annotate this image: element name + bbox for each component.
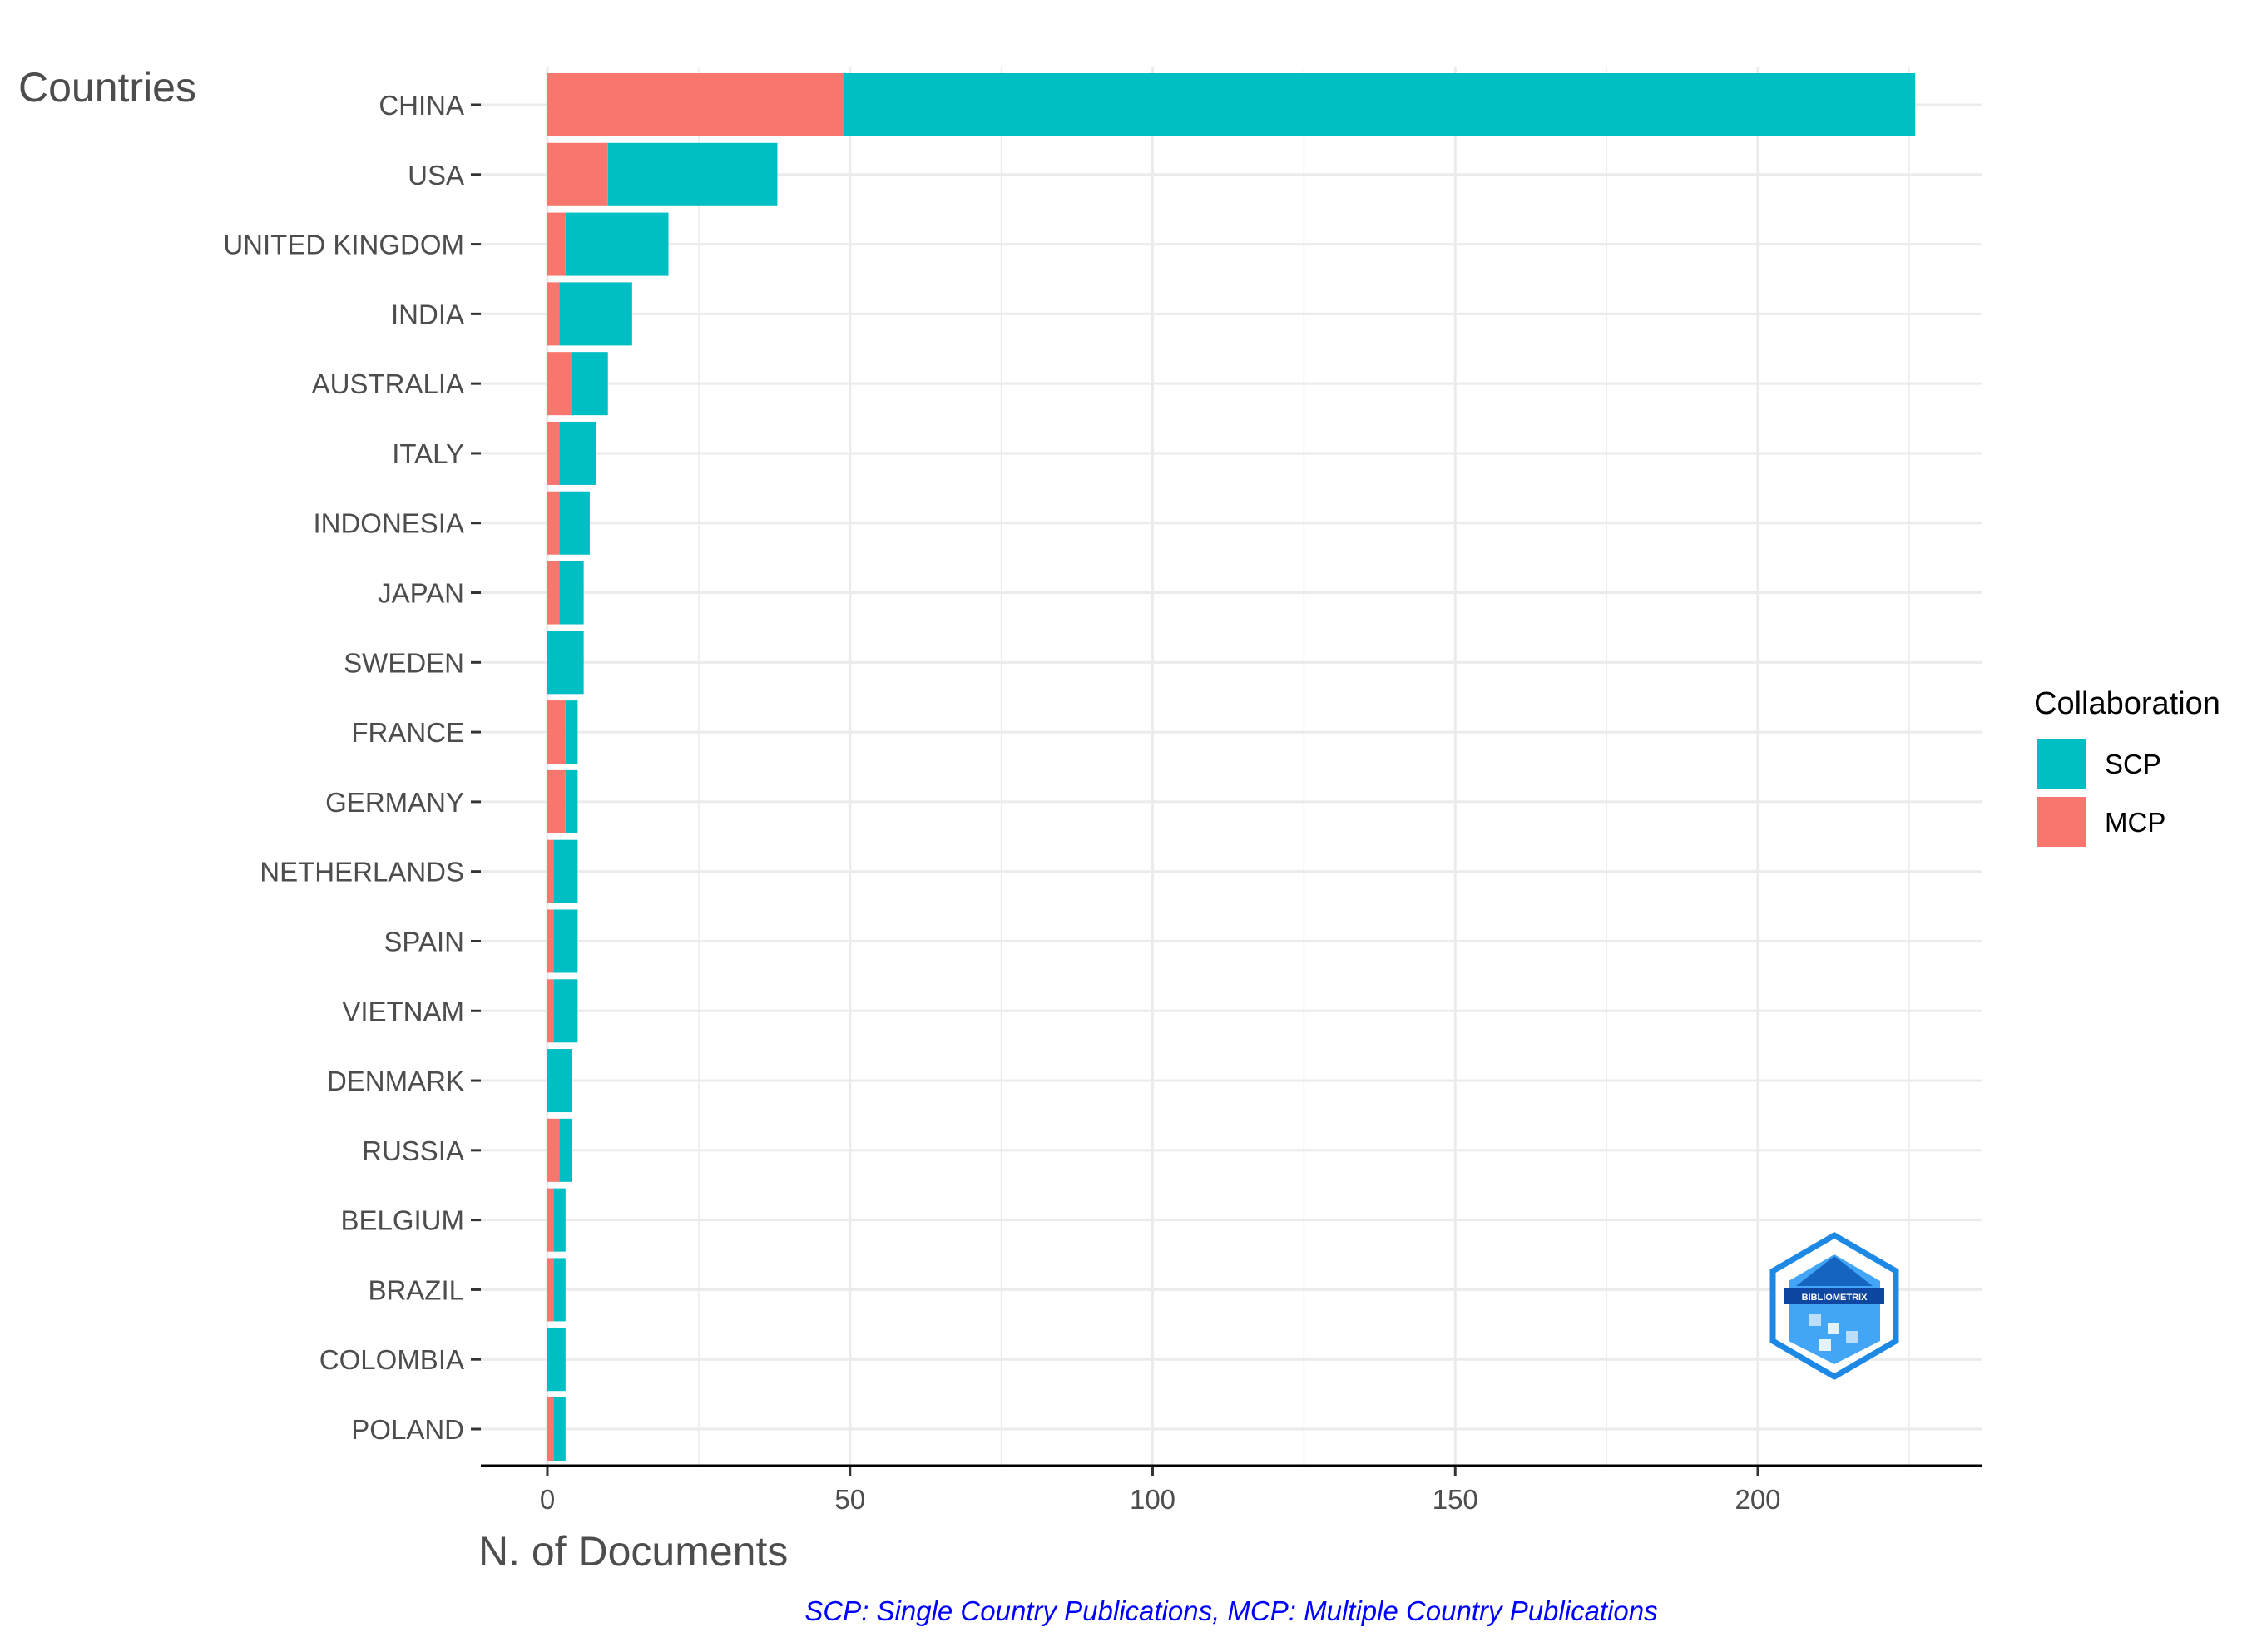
x-tick-label: 200	[1735, 1484, 1780, 1515]
bar-scp-usa	[607, 142, 778, 206]
legend-title: Collaboration	[2034, 686, 2220, 721]
y-tick-label: VIETNAM	[342, 996, 464, 1026]
bar-mcp-netherlands	[547, 839, 554, 903]
bars	[547, 73, 1916, 1461]
x-axis-ticks: 0 50 100 150 200	[540, 1466, 1781, 1515]
y-tick-label: GERMANY	[325, 787, 464, 818]
x-tick-label: 100	[1130, 1484, 1175, 1515]
y-tick-label: SPAIN	[384, 926, 464, 957]
bar-scp-united-kingdom	[565, 212, 669, 276]
y-axis-title: Countries	[18, 64, 196, 111]
y-tick-label: UNITED KINGDOM	[223, 230, 464, 260]
legend-key-mcp	[2037, 797, 2086, 847]
bar-mcp-spain	[547, 909, 554, 973]
bar-mcp-italy	[547, 421, 560, 485]
bar-scp-denmark	[547, 1049, 572, 1113]
bar-scp-brazil	[553, 1258, 566, 1322]
x-axis-title: N. of Documents	[478, 1528, 788, 1575]
y-tick-label: DENMARK	[327, 1066, 464, 1096]
logo-text: BIBLIOMETRIX	[1802, 1293, 1868, 1303]
bar-scp-colombia	[547, 1328, 566, 1392]
bar-scp-spain	[553, 909, 578, 973]
y-tick-label: COLOMBIA	[319, 1344, 464, 1375]
x-tick-label: 50	[834, 1484, 865, 1515]
y-tick-label: INDIA	[391, 299, 464, 329]
bar-scp-netherlands	[553, 839, 578, 903]
x-tick-label: 150	[1433, 1484, 1478, 1515]
bar-scp-china	[844, 73, 1916, 136]
y-tick-label: BRAZIL	[368, 1274, 464, 1305]
y-tick-label: FRANCE	[351, 717, 464, 748]
y-tick-label: AUSTRALIA	[312, 368, 464, 399]
bar-scp-japan	[559, 561, 584, 625]
bar-mcp-russia	[547, 1118, 560, 1182]
bar-scp-india	[559, 282, 632, 346]
legend-label-mcp: MCP	[2105, 807, 2165, 838]
y-tick-label: NETHERLANDS	[260, 857, 464, 888]
bar-mcp-brazil	[547, 1258, 554, 1322]
y-tick-label: ITALY	[392, 438, 464, 469]
bar-scp-poland	[553, 1397, 566, 1461]
bar-scp-sweden	[547, 631, 584, 695]
bar-mcp-france	[547, 700, 566, 764]
y-axis-ticks: CHINA USA UNITED KINGDOM INDIA AUSTRALIA ITAL…	[223, 90, 481, 1445]
x-tick-label: 0	[540, 1484, 555, 1515]
bar-mcp-china	[547, 73, 844, 136]
bar-mcp-indonesia	[547, 491, 560, 555]
bibliometrix-logo: BIBLIOMETRIX	[1769, 1231, 1899, 1381]
legend-label-scp: SCP	[2105, 749, 2161, 779]
bar-scp-vietnam	[553, 979, 578, 1043]
bar-mcp-australia	[547, 352, 572, 416]
y-tick-label: BELGIUM	[340, 1205, 464, 1236]
y-tick-label: CHINA	[379, 90, 464, 121]
bar-scp-italy	[559, 421, 596, 485]
legend: Collaboration SCP MCP	[2034, 686, 2220, 847]
bar-mcp-japan	[547, 561, 560, 625]
y-tick-label: SWEDEN	[344, 647, 464, 678]
bar-mcp-vietnam	[547, 979, 554, 1043]
y-tick-label: JAPAN	[378, 578, 464, 609]
bar-mcp-united-kingdom	[547, 212, 566, 276]
bar-mcp-india	[547, 282, 560, 346]
y-tick-label: POLAND	[351, 1414, 464, 1445]
legend-key-scp	[2037, 739, 2086, 789]
bar-scp-russia	[559, 1118, 572, 1182]
caption: SCP: Single Country Publications, MCP: M…	[804, 1595, 1657, 1626]
y-tick-label: INDONESIA	[313, 508, 464, 539]
y-tick-label: RUSSIA	[362, 1135, 464, 1166]
bar-mcp-usa	[547, 142, 608, 206]
bar-scp-belgium	[553, 1188, 566, 1252]
bar-scp-germany	[565, 769, 578, 833]
grid	[481, 67, 1982, 1466]
bar-mcp-germany	[547, 769, 566, 833]
bar-mcp-belgium	[547, 1188, 554, 1252]
y-tick-label: USA	[408, 160, 464, 190]
bar-scp-france	[565, 700, 578, 764]
bar-scp-indonesia	[559, 491, 590, 555]
bar-scp-australia	[572, 352, 608, 416]
bar-mcp-poland	[547, 1397, 554, 1461]
